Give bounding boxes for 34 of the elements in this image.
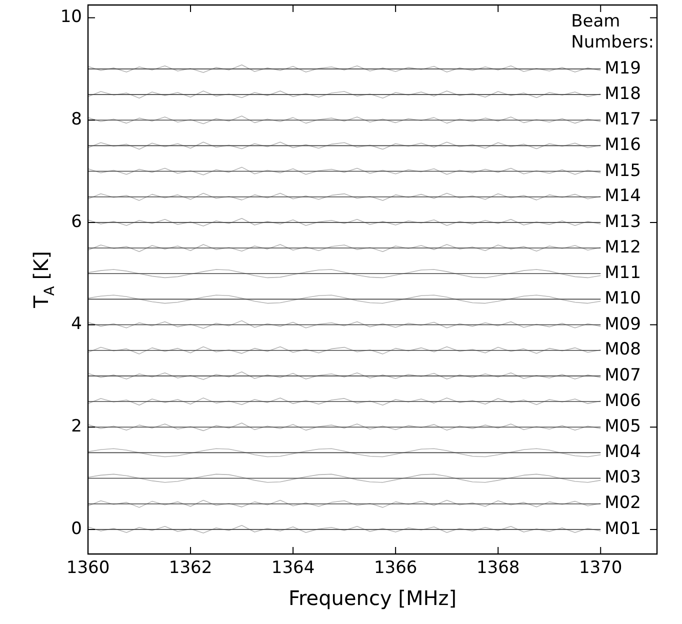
series-label: M11	[604, 263, 641, 284]
x-tick-label: 1368	[476, 558, 520, 578]
series-label: M05	[604, 416, 641, 437]
x-tick-label: 1362	[168, 558, 212, 578]
y-tick-label: 10	[60, 7, 82, 28]
series-label: M09	[604, 314, 641, 334]
y-axis-title: TA [K]	[29, 251, 58, 309]
series-label: M12	[604, 237, 641, 258]
series-label: M03	[604, 468, 641, 488]
series-label: M04	[604, 442, 641, 462]
y-tick-label: 0	[71, 518, 82, 539]
series-label: M15	[604, 160, 641, 181]
series-label: M10	[604, 288, 641, 309]
series-label: M06	[604, 390, 641, 411]
y-tick-label: 6	[71, 212, 82, 232]
series-label: M16	[604, 134, 641, 155]
y-tick-label: 4	[71, 314, 82, 334]
y-tick-label: 8	[71, 110, 82, 130]
series-label: M19	[604, 58, 641, 78]
x-tick-label: 1360	[66, 558, 110, 578]
x-tick-label: 1366	[374, 558, 418, 578]
x-tick-label: 1364	[271, 558, 315, 578]
x-tick-label: 1370	[578, 558, 622, 578]
series-label: M13	[604, 212, 641, 232]
series-label: M18	[604, 84, 641, 104]
series-label: M14	[604, 186, 641, 206]
series-label: M01	[604, 518, 641, 539]
series-label: M17	[604, 110, 641, 130]
x-axis-title: Frequency [MHz]	[288, 586, 457, 610]
series-label: M08	[604, 340, 641, 360]
series-label: M02	[604, 493, 641, 514]
series-label: M07	[604, 365, 641, 386]
legend-title: Beam Numbers:	[571, 11, 654, 52]
y-tick-label: 2	[71, 416, 82, 437]
